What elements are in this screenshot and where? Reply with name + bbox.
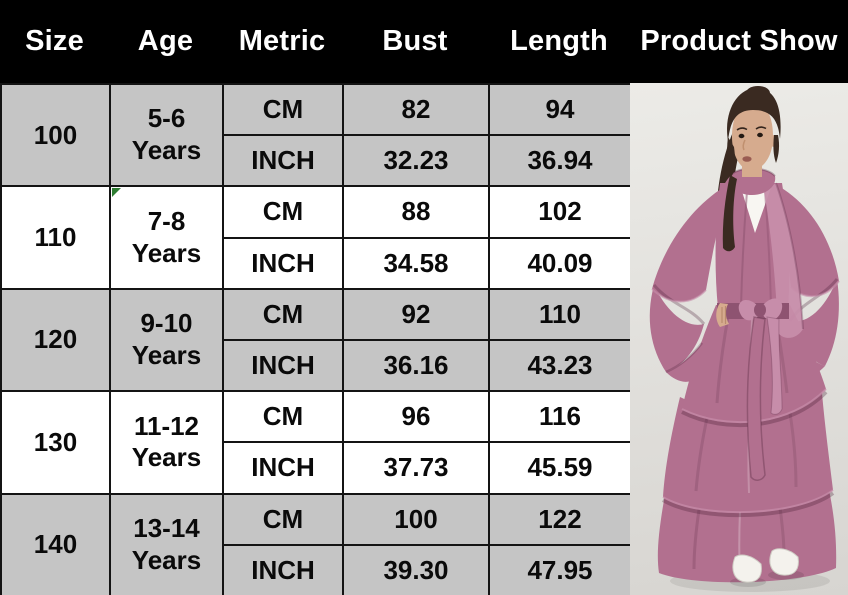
age-cell: 13-14 Years <box>109 492 224 595</box>
length-cm-cell: 110 <box>488 287 632 341</box>
length-inch-cell: 45.59 <box>488 441 632 495</box>
table-row: 130 11-12 Years CM 96 116 <box>0 390 632 495</box>
table-row: 110 7-8 Years CM 88 102 <box>0 185 632 290</box>
metric-cm-cell: CM <box>222 492 344 546</box>
table-row: 140 13-14 Years CM 100 122 <box>0 492 632 595</box>
col-header-metric: Metric <box>238 25 326 57</box>
girl-hair <box>722 86 781 252</box>
size-chart-table: 100 5-6 Years CM 82 94 INCH 32.23 36.94 … <box>0 82 632 595</box>
left-sleeve <box>649 187 727 382</box>
girl-hand <box>716 303 729 327</box>
bust-cm-cell: 96 <box>342 390 490 444</box>
product-photo <box>630 83 848 595</box>
metric-cm-cell: CM <box>222 390 344 444</box>
table-row: 120 9-10 Years CM 92 110 <box>0 287 632 393</box>
table-row: INCH 32.23 36.94 <box>1 134 632 188</box>
age-cell: 7-8 Years <box>109 185 224 290</box>
bust-cm-cell: 100 <box>342 492 490 546</box>
metric-inch-cell: INCH <box>222 134 344 188</box>
bust-inch-cell: 36.16 <box>342 338 490 393</box>
bust-cm-cell: 82 <box>342 82 490 137</box>
metric-cm-cell: CM <box>222 82 344 137</box>
metric-inch-cell: INCH <box>222 441 344 495</box>
col-header-length: Length <box>510 25 608 57</box>
excel-error-marker-icon <box>112 188 121 198</box>
col-header-age: Age <box>137 25 194 57</box>
age-unit: Years <box>131 339 202 370</box>
age-unit: Years <box>131 544 202 575</box>
age-cell: 9-10 Years <box>109 287 224 393</box>
age-range: 13-14 <box>133 512 200 543</box>
bust-inch-cell: 39.30 <box>342 543 490 595</box>
table-row: INCH 36.16 43.23 <box>1 338 632 393</box>
product-photo-illustration <box>649 86 840 592</box>
white-underdress <box>740 185 772 233</box>
age-range: 5-6 <box>147 103 186 134</box>
length-inch-cell: 43.23 <box>488 338 632 393</box>
metric-cm-cell: CM <box>222 185 344 239</box>
col-header-bust: Bust <box>382 25 448 57</box>
size-cell: 140 <box>0 492 111 595</box>
bust-inch-cell: 37.73 <box>342 441 490 495</box>
abaya-dress <box>649 182 840 583</box>
length-cm-cell: 94 <box>488 82 632 137</box>
shoes <box>730 548 804 587</box>
age-cell: 11-12 Years <box>109 390 224 495</box>
table-row: INCH 34.58 40.09 <box>1 236 632 290</box>
bust-inch-cell: 32.23 <box>342 134 490 188</box>
metric-inch-cell: INCH <box>222 543 344 595</box>
length-inch-cell: 40.09 <box>488 236 632 290</box>
age-unit: Years <box>131 135 202 166</box>
waist-bow <box>738 298 783 481</box>
table-row: INCH 39.30 47.95 <box>1 543 632 595</box>
age-unit: Years <box>131 442 202 473</box>
table-header: Size Age Metric Bust Length Product Show <box>0 0 848 83</box>
age-range: 9-10 <box>140 308 193 339</box>
age-unit: Years <box>131 237 202 268</box>
scarf-tail <box>764 183 803 338</box>
age-range: 7-8 <box>147 205 186 236</box>
length-inch-cell: 36.94 <box>488 134 632 188</box>
length-cm-cell: 102 <box>488 185 632 239</box>
col-header-product-show: Product Show <box>640 25 838 57</box>
length-cm-cell: 116 <box>488 390 632 444</box>
size-cell: 120 <box>0 287 111 393</box>
table-row: INCH 37.73 45.59 <box>1 441 632 495</box>
bust-inch-cell: 34.58 <box>342 236 490 290</box>
table-row: 100 5-6 Years CM 82 94 <box>0 82 632 188</box>
length-cm-cell: 122 <box>488 492 632 546</box>
metric-inch-cell: INCH <box>222 236 344 290</box>
size-cell: 130 <box>0 390 111 495</box>
bust-cm-cell: 88 <box>342 185 490 239</box>
metric-inch-cell: INCH <box>222 338 344 393</box>
age-range: 11-12 <box>133 410 200 441</box>
size-cell: 110 <box>0 185 111 290</box>
metric-cm-cell: CM <box>222 287 344 341</box>
col-header-size: Size <box>25 25 84 57</box>
age-cell: 5-6 Years <box>109 82 224 188</box>
bust-cm-cell: 92 <box>342 287 490 341</box>
length-inch-cell: 47.95 <box>488 543 632 595</box>
size-cell: 100 <box>0 82 111 188</box>
